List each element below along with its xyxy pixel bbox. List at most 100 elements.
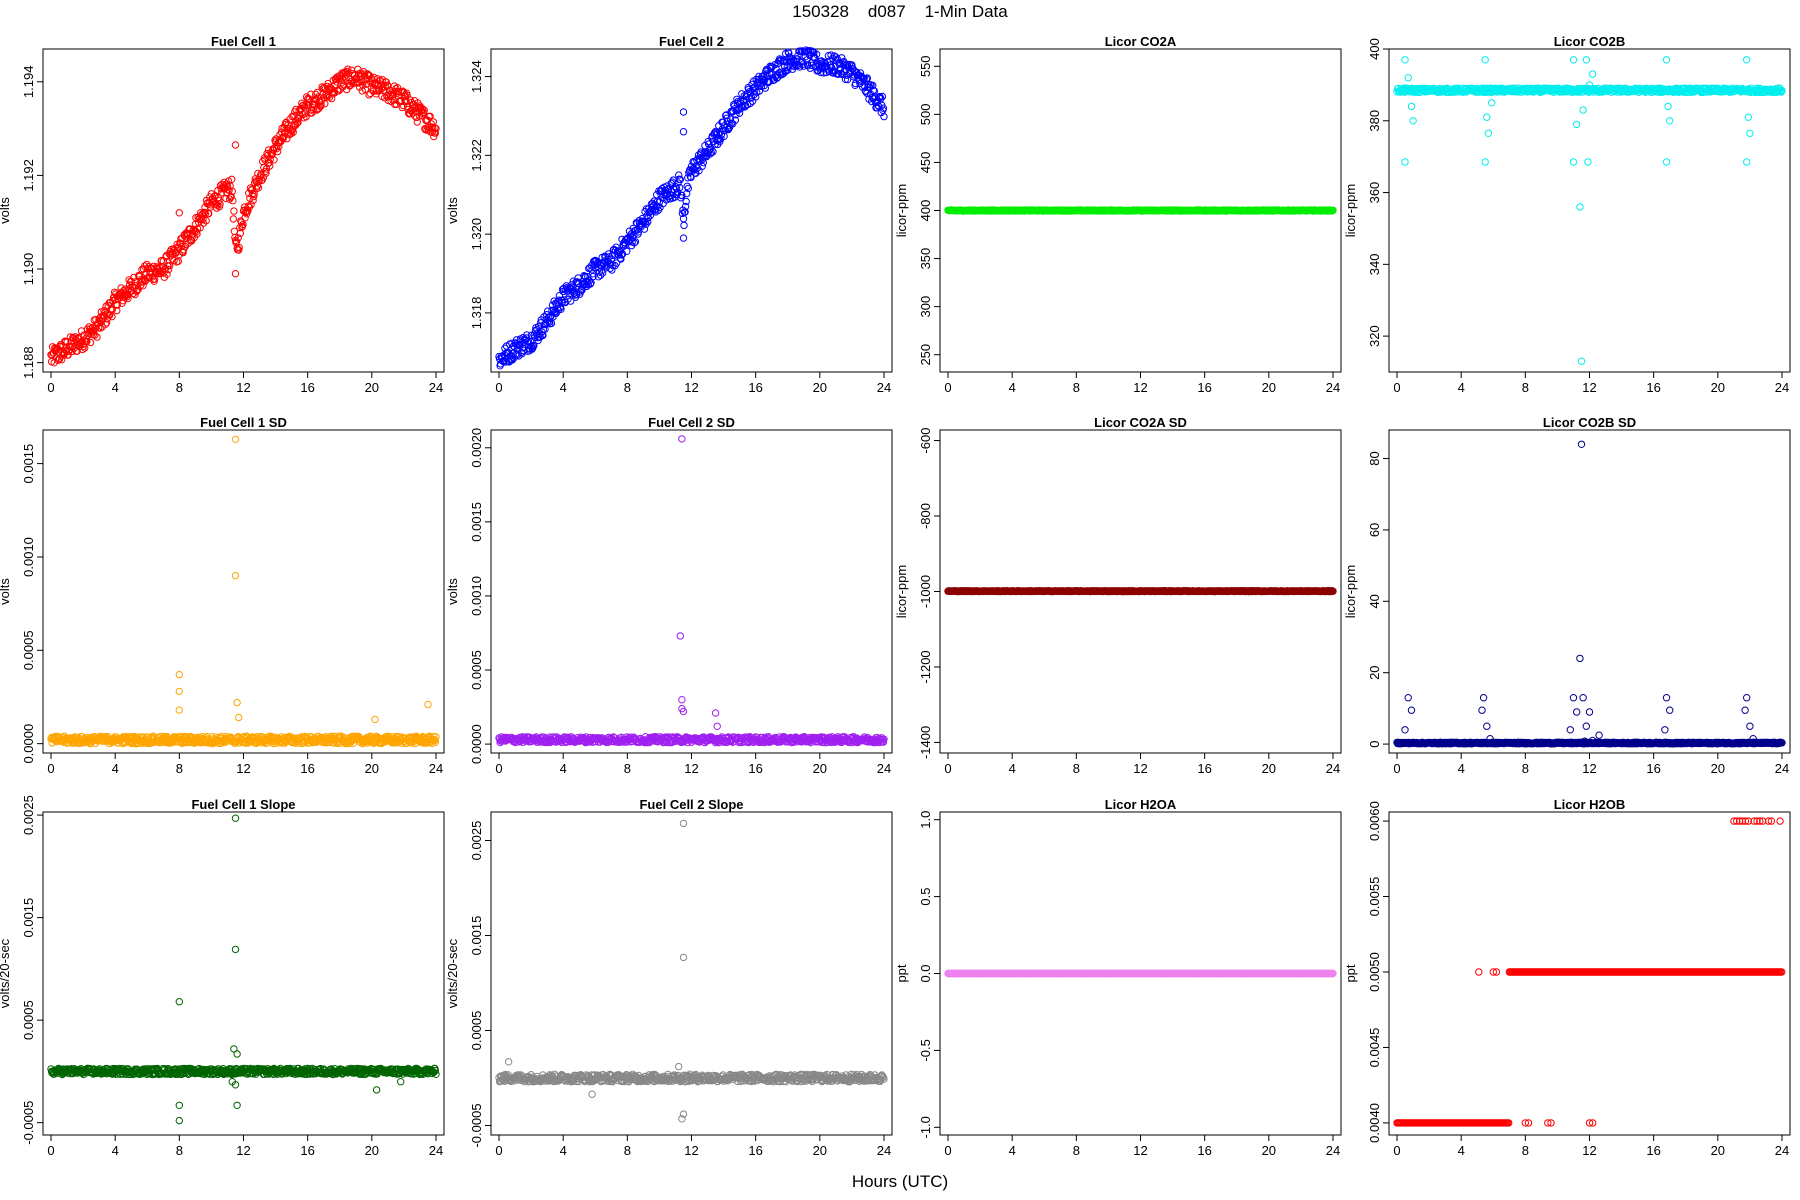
data-point [755, 87, 764, 95]
data-point [166, 262, 174, 270]
y-tick-label: 0.0005 [21, 630, 36, 670]
data-point [580, 272, 588, 280]
x-tick-label: 8 [624, 761, 631, 776]
data-point [588, 270, 597, 278]
data-point [650, 197, 658, 205]
data-point [175, 706, 184, 714]
data-point [431, 129, 440, 137]
data-point [175, 209, 184, 217]
panel-title: Fuel Cell 1 SD [200, 415, 287, 430]
x-tick-label: 4 [1009, 380, 1016, 395]
data-point [231, 571, 240, 580]
data-point [216, 200, 224, 208]
data-point [1584, 158, 1592, 166]
data-point [393, 84, 402, 92]
data-point [755, 72, 763, 81]
data-point [234, 234, 242, 242]
data-point [588, 266, 596, 274]
data-point [567, 297, 575, 305]
data-point [228, 187, 237, 196]
y-tick-label: 1.322 [469, 139, 484, 172]
x-tick-label: 0 [1393, 380, 1400, 395]
data-point [401, 96, 409, 105]
chart-panel: Licor CO2A SD0 4 8 12 16 20 24-1400-1200-1000-… [894, 415, 1342, 776]
data-points [944, 587, 1337, 596]
x-tick-label: 8 [624, 380, 631, 395]
data-point [596, 271, 605, 279]
x-tick-label: 20 [365, 761, 379, 776]
data-point [145, 273, 154, 282]
data-point [274, 147, 282, 156]
data-point [698, 162, 706, 170]
y-tick-label: 450 [918, 152, 933, 174]
data-point [432, 124, 440, 133]
x-tick-label: 4 [112, 761, 119, 776]
data-point [101, 320, 110, 328]
panel-title: Licor CO2A SD [1094, 415, 1187, 430]
x-tick-label: 8 [176, 761, 183, 776]
data-point [623, 247, 631, 256]
data-point [427, 120, 435, 128]
data-point [237, 218, 246, 226]
data-point [175, 687, 184, 696]
data-point [151, 275, 159, 283]
data-point [253, 182, 262, 190]
x-tick-label: 4 [1458, 380, 1465, 395]
y-tick-label: 0.0015 [469, 502, 484, 542]
x-tick-label: 4 [112, 380, 119, 395]
y-axis-label: volts [0, 197, 12, 224]
data-point [418, 105, 427, 113]
data-point [424, 700, 432, 709]
y-tick-label: 250 [918, 344, 933, 366]
data-point [201, 209, 210, 218]
data-point [108, 305, 117, 313]
y-tick-label: 1.188 [21, 346, 36, 379]
data-point [1664, 102, 1672, 111]
data-point [247, 200, 255, 209]
data-point [680, 221, 688, 230]
data-points [47, 435, 440, 748]
data-point [676, 632, 684, 640]
data-point [413, 118, 421, 126]
data-point [230, 207, 238, 215]
data-point [612, 259, 621, 267]
y-axis-label: volts [445, 197, 460, 224]
data-point [679, 128, 688, 136]
x-tick-label: 12 [684, 761, 698, 776]
x-tick-label: 12 [684, 380, 698, 395]
x-tick-label: 20 [1262, 380, 1276, 395]
x-tick-label: 20 [813, 380, 827, 395]
data-point [401, 92, 410, 101]
data-point [205, 209, 213, 218]
data-points [47, 65, 440, 367]
x-tick-label: 16 [748, 761, 762, 776]
y-tick-label: 0.0010 [21, 537, 36, 577]
data-point [649, 201, 658, 210]
y-tick-label: 0.0000 [469, 724, 484, 764]
data-point [679, 108, 688, 116]
data-point [1744, 113, 1753, 121]
y-tick-label: 1.192 [21, 159, 36, 192]
x-tick-label: 8 [1522, 380, 1529, 395]
data-point [719, 118, 727, 127]
data-point [1488, 99, 1496, 107]
data-point [713, 722, 721, 730]
data-point [530, 341, 538, 350]
data-point [631, 238, 640, 246]
data-point [197, 209, 205, 217]
data-point [224, 185, 232, 194]
y-axis-label: volts [0, 578, 12, 605]
data-point [262, 169, 270, 177]
data-point [91, 331, 99, 339]
data-point [642, 220, 650, 228]
data-point [585, 277, 594, 285]
data-point [200, 208, 209, 217]
y-tick-label: -1000 [918, 575, 933, 608]
data-point [1577, 357, 1586, 365]
data-point [323, 93, 331, 101]
data-points [495, 435, 888, 747]
data-point [646, 211, 654, 220]
panel-title: Licor CO2B [1554, 34, 1626, 49]
